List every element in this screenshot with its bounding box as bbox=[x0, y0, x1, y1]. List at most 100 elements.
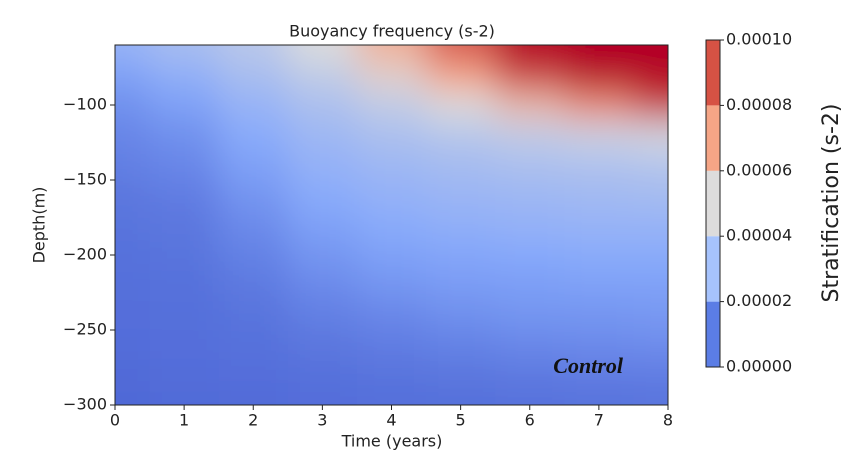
colorbar-tick-label: 0.00006 bbox=[726, 160, 792, 179]
contour-cell bbox=[426, 90, 497, 121]
contour-cell bbox=[356, 390, 428, 405]
contour-cell bbox=[115, 60, 151, 91]
contour-cell bbox=[149, 300, 220, 331]
contour-cell bbox=[356, 360, 428, 391]
contour-cell bbox=[564, 180, 635, 211]
contour-cell bbox=[149, 180, 220, 211]
contour-cell bbox=[218, 300, 289, 331]
contour-cell bbox=[356, 120, 428, 151]
contour-cell bbox=[426, 240, 497, 271]
contour-cell bbox=[115, 240, 151, 271]
contour-cell bbox=[356, 210, 428, 241]
contour-cell bbox=[564, 330, 635, 361]
contour-cell bbox=[633, 360, 668, 391]
contour-cell bbox=[564, 300, 635, 331]
contour-cell bbox=[564, 210, 635, 241]
contour-cell bbox=[426, 60, 497, 91]
contour-cell bbox=[218, 60, 289, 91]
contour-cell bbox=[218, 330, 289, 361]
colorbar-tick-label: 0.00000 bbox=[726, 357, 792, 376]
contour-cell bbox=[564, 90, 635, 121]
x-tick-label: 2 bbox=[248, 411, 258, 430]
x-tick-label: 0 bbox=[110, 411, 120, 430]
contour-cell bbox=[287, 60, 358, 91]
contour-cell bbox=[564, 120, 635, 151]
contour-cell bbox=[495, 180, 566, 211]
colorbar-band bbox=[706, 105, 720, 171]
contour-cell bbox=[495, 300, 566, 331]
contour-cell bbox=[426, 150, 497, 181]
contour-cell bbox=[633, 45, 668, 61]
y-tick-label: −250 bbox=[63, 320, 107, 339]
contour-cell bbox=[287, 360, 358, 391]
contour-cell bbox=[115, 210, 151, 241]
contour-cell bbox=[115, 90, 151, 121]
contour-cell bbox=[287, 300, 358, 331]
colorbar-tick-label: 0.00010 bbox=[726, 30, 792, 49]
contour-cell bbox=[149, 120, 220, 151]
y-tick-label: −300 bbox=[63, 395, 107, 414]
contour-cell bbox=[564, 270, 635, 301]
x-tick-label: 4 bbox=[386, 411, 396, 430]
contour-cell bbox=[356, 300, 428, 331]
contour-cell bbox=[287, 330, 358, 361]
contour-cell bbox=[426, 120, 497, 151]
contour-cell bbox=[356, 240, 428, 271]
x-tick-label: 6 bbox=[525, 411, 535, 430]
contour-cell bbox=[287, 270, 358, 301]
colorbar-band bbox=[706, 170, 720, 237]
colorbar-band bbox=[706, 301, 720, 367]
x-tick-label: 1 bbox=[179, 411, 189, 430]
contour-cell bbox=[633, 90, 668, 121]
x-tick-label: 3 bbox=[317, 411, 327, 430]
contour-cell bbox=[564, 150, 635, 181]
contour-cell bbox=[495, 150, 566, 181]
contour-cell bbox=[287, 120, 358, 151]
contour-cell bbox=[633, 330, 668, 361]
colorbar-tick-label: 0.00008 bbox=[726, 95, 792, 114]
x-tick-label: 8 bbox=[663, 411, 673, 430]
contour-cell bbox=[495, 60, 566, 91]
contour-cell bbox=[149, 150, 220, 181]
contour-cell bbox=[115, 180, 151, 211]
contour-cell bbox=[356, 270, 428, 301]
contour-field bbox=[115, 45, 668, 405]
contour-cell bbox=[115, 330, 151, 361]
contour-cell bbox=[495, 120, 566, 151]
contour-cell bbox=[218, 270, 289, 301]
contour-cell bbox=[356, 180, 428, 211]
contour-cell bbox=[495, 270, 566, 301]
colorbar-tick-label: 0.00004 bbox=[726, 226, 792, 245]
contour-cell bbox=[218, 45, 289, 61]
contour-cell bbox=[633, 210, 668, 241]
contour-cell bbox=[495, 210, 566, 241]
contour-cell bbox=[495, 390, 566, 405]
contour-cell bbox=[218, 90, 289, 121]
contour-cell bbox=[426, 270, 497, 301]
contour-cell bbox=[426, 300, 497, 331]
contour-cell bbox=[149, 330, 220, 361]
contour-cell bbox=[149, 270, 220, 301]
contour-cell bbox=[356, 90, 428, 121]
x-axis-label: Time (years) bbox=[341, 432, 443, 451]
contour-cell bbox=[426, 360, 497, 391]
contour-cell bbox=[218, 360, 289, 391]
contour-cell bbox=[218, 150, 289, 181]
colorbar-tick-label: 0.00002 bbox=[726, 291, 792, 310]
contour-cell bbox=[426, 390, 497, 405]
contour-cell bbox=[633, 180, 668, 211]
contour-cell bbox=[495, 240, 566, 271]
contour-cell bbox=[633, 390, 668, 405]
contour-cell bbox=[564, 390, 635, 405]
contour-cell bbox=[426, 210, 497, 241]
x-tick-label: 5 bbox=[456, 411, 466, 430]
y-tick-label: −100 bbox=[63, 95, 107, 114]
contour-cell bbox=[633, 60, 668, 91]
contour-cell bbox=[426, 330, 497, 361]
contour-cell bbox=[149, 240, 220, 271]
contour-cell bbox=[287, 180, 358, 211]
contour-cell bbox=[495, 360, 566, 391]
contour-cell bbox=[287, 90, 358, 121]
contour-cell bbox=[564, 360, 635, 391]
contour-cell bbox=[287, 150, 358, 181]
